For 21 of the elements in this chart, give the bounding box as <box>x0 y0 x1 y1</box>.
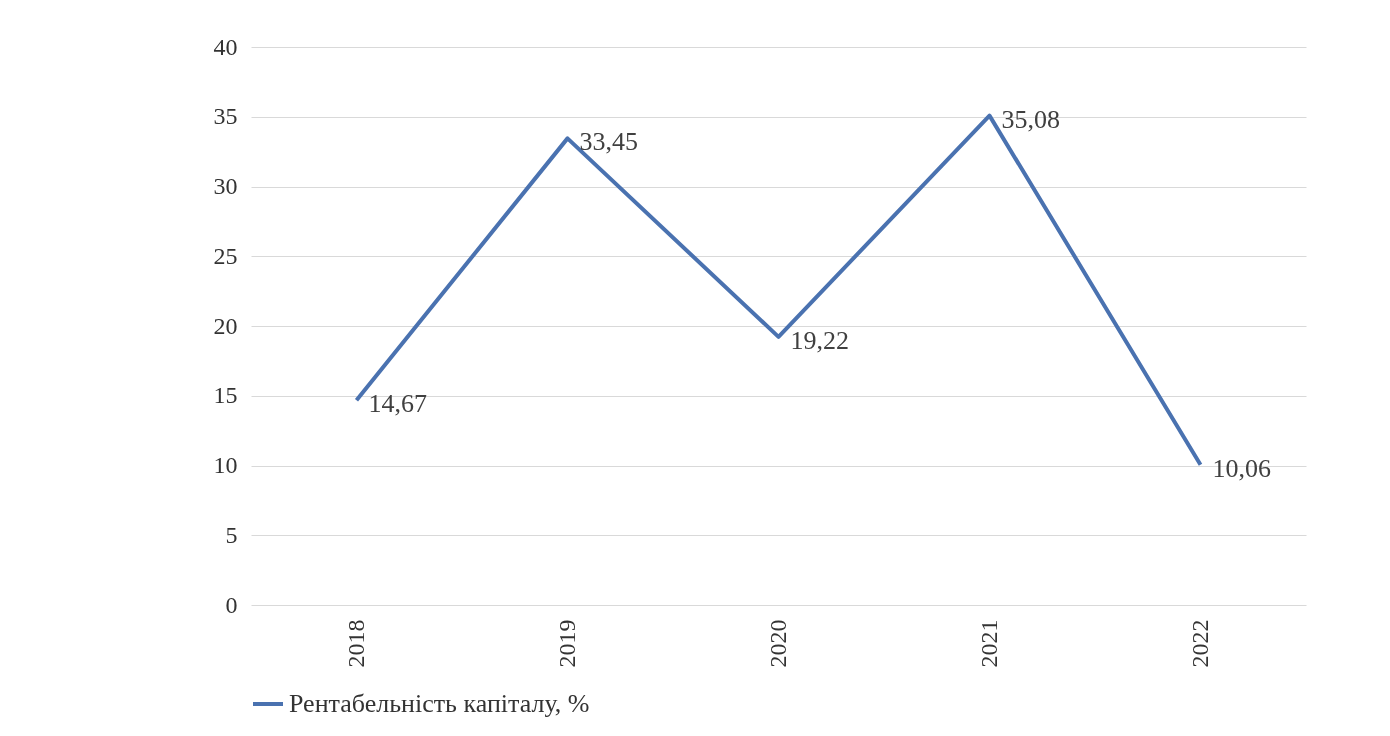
x-tick-label: 2020 <box>765 619 791 668</box>
y-tick-label: 0 <box>225 591 238 618</box>
x-tick-label: 2022 <box>1187 619 1213 668</box>
y-tick-label: 25 <box>213 242 238 269</box>
x-tick-label: 2021 <box>976 619 1002 668</box>
data-label: 33,45 <box>579 127 638 157</box>
line-series <box>354 113 1203 467</box>
legend-label: Рентабельність капіталу, % <box>289 689 590 718</box>
data-label: 10,06 <box>1212 453 1271 483</box>
x-tick-label: 2018 <box>343 619 369 668</box>
y-tick-label: 15 <box>213 382 238 409</box>
y-tick-label: 30 <box>213 173 238 199</box>
y-tick-label: 10 <box>213 452 238 478</box>
data-label: 14,67 <box>368 389 427 419</box>
data-label: 35,08 <box>1001 104 1060 134</box>
y-tick-label: 35 <box>213 103 238 130</box>
y-tick-label: 40 <box>213 33 238 60</box>
y-tick-label: 20 <box>213 312 238 339</box>
y-tick-label: 5 <box>225 521 238 548</box>
x-tick-label: 2019 <box>554 619 580 668</box>
data-label: 19,22 <box>790 325 849 355</box>
